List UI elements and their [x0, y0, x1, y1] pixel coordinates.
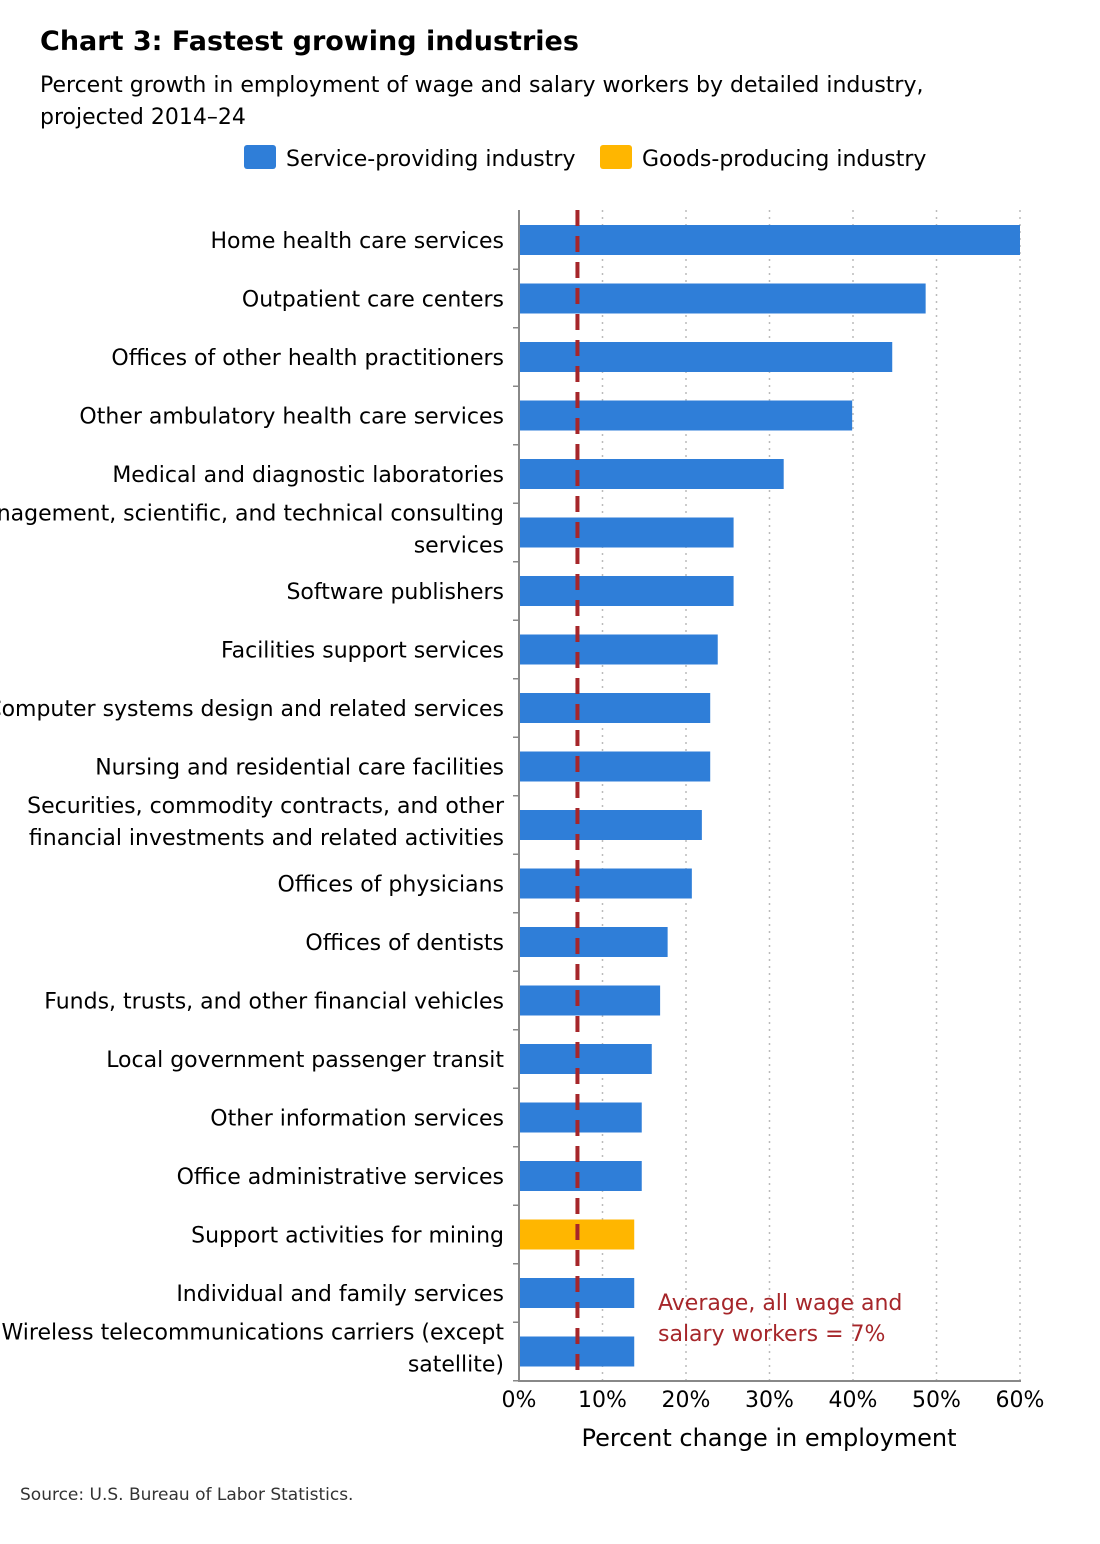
bar	[519, 459, 784, 489]
category-label: Individual and family services	[176, 1282, 504, 1307]
category-label: Support activities for mining	[191, 1224, 504, 1249]
bar	[519, 927, 668, 957]
x-tick-label: 0%	[502, 1388, 537, 1413]
category-label: services	[414, 534, 504, 559]
legend-swatch-goods	[600, 145, 632, 169]
category-label: Computer systems design and related serv…	[0, 697, 504, 722]
category-label: Medical and diagnostic laboratories	[112, 463, 504, 488]
bar	[519, 693, 711, 723]
bar	[519, 1102, 642, 1133]
x-tick-label: 40%	[829, 1388, 878, 1413]
x-tick-label: 50%	[912, 1388, 961, 1413]
bar	[519, 283, 926, 314]
bar	[519, 1044, 652, 1074]
bar	[519, 810, 702, 840]
category-label: Other information services	[210, 1107, 504, 1132]
bar	[519, 400, 853, 431]
legend-label-goods: Goods-producing industry	[642, 147, 926, 172]
bar	[519, 868, 692, 899]
category-label: Office administrative services	[177, 1165, 504, 1190]
reference-label-line-2: salary workers = 7%	[658, 1322, 885, 1347]
x-tick-label: 10%	[578, 1388, 627, 1413]
chart-title: Chart 3: Fastest growing industries	[40, 26, 579, 57]
source-note: Source: U.S. Bureau of Labor Statistics.	[20, 1485, 353, 1505]
legend-swatch-service	[244, 145, 276, 169]
category-label: Wireless telecommunications carriers (ex…	[2, 1321, 505, 1346]
bar	[519, 225, 1020, 255]
category-label: Offices of dentists	[305, 931, 504, 956]
x-axis-title: Percent change in employment	[581, 1424, 956, 1452]
x-tick-label: 20%	[662, 1388, 711, 1413]
category-label: Offices of physicians	[278, 873, 504, 898]
bar	[519, 517, 734, 548]
bar	[519, 576, 734, 606]
category-label: financial investments and related activi…	[29, 826, 504, 851]
category-label: Local government passenger transit	[106, 1048, 504, 1073]
reference-label-line-1: Average, all wage and	[658, 1291, 902, 1316]
chart-subtitle-line-1: Percent growth in employment of wage and…	[40, 73, 923, 98]
category-label: Home health care services	[210, 229, 504, 254]
x-tick-label: 60%	[996, 1388, 1045, 1413]
category-label: satellite)	[408, 1353, 504, 1378]
legend-label-service: Service-providing industry	[286, 147, 575, 172]
legend: Service-providing industry Goods-produci…	[244, 145, 926, 172]
chart-subtitle-line-2: projected 2014–24	[40, 105, 246, 130]
bar	[519, 342, 893, 372]
category-label: Outpatient care centers	[242, 288, 504, 313]
category-label: Facilities support services	[221, 639, 504, 664]
category-label: Management, scientific, and technical co…	[0, 502, 504, 527]
gridlines	[601, 210, 1021, 1380]
bar	[519, 751, 711, 782]
x-tick-label: 30%	[745, 1388, 794, 1413]
category-label: Offices of other health practitioners	[111, 346, 504, 371]
category-label: Nursing and residential care facilities	[95, 756, 504, 781]
bars	[519, 225, 1020, 1367]
category-label: Securities, commodity contracts, and oth…	[27, 794, 505, 819]
category-label: Software publishers	[286, 580, 504, 605]
bar	[519, 634, 718, 665]
bar	[519, 1161, 642, 1191]
bar	[519, 985, 661, 1016]
category-label: Other ambulatory health care services	[79, 405, 504, 430]
category-label: Funds, trusts, and other financial vehic…	[44, 990, 504, 1015]
x-tick-labels: 0% 10% 20% 30% 40% 50% 60%	[502, 1388, 1045, 1413]
category-labels: Home health care services Outpatient care…	[0, 229, 519, 1382]
